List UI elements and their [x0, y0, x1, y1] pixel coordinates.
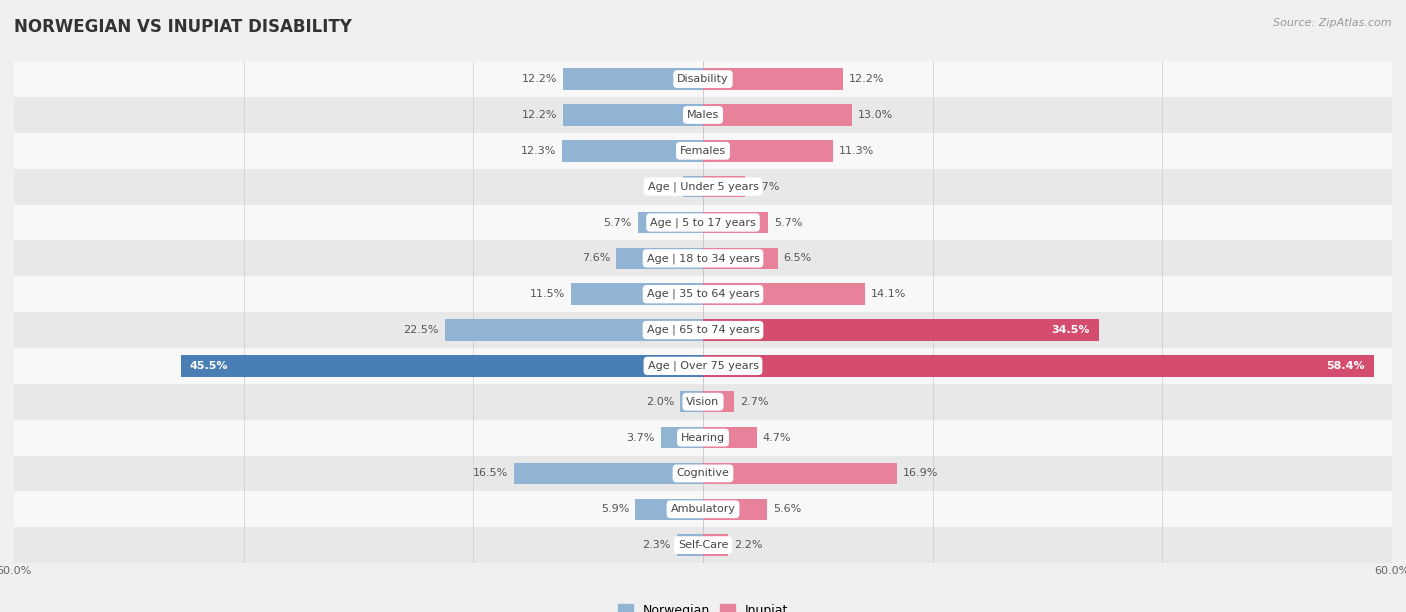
Text: NORWEGIAN VS INUPIAT DISABILITY: NORWEGIAN VS INUPIAT DISABILITY — [14, 18, 352, 36]
Bar — [14, 348, 1392, 384]
Text: 2.2%: 2.2% — [734, 540, 762, 550]
Text: 58.4%: 58.4% — [1326, 361, 1364, 371]
Bar — [703, 391, 734, 412]
Bar — [616, 248, 703, 269]
Bar — [14, 97, 1392, 133]
Bar — [703, 212, 769, 233]
Bar — [14, 61, 1392, 97]
Bar — [444, 319, 703, 341]
Bar — [703, 104, 852, 125]
Bar — [562, 140, 703, 162]
Bar — [14, 241, 1392, 276]
Bar — [703, 463, 897, 484]
Text: 11.5%: 11.5% — [530, 289, 565, 299]
Text: 7.6%: 7.6% — [582, 253, 610, 263]
Text: Age | 5 to 17 years: Age | 5 to 17 years — [650, 217, 756, 228]
Bar — [180, 355, 703, 376]
Bar — [661, 427, 703, 449]
Bar — [14, 420, 1392, 455]
Bar — [703, 283, 865, 305]
Text: 3.7%: 3.7% — [751, 182, 779, 192]
Text: 1.7%: 1.7% — [650, 182, 678, 192]
Text: Age | Over 75 years: Age | Over 75 years — [648, 360, 758, 371]
Bar — [703, 534, 728, 556]
Bar — [14, 133, 1392, 169]
Text: 14.1%: 14.1% — [870, 289, 905, 299]
Text: Age | Under 5 years: Age | Under 5 years — [648, 181, 758, 192]
Text: 6.5%: 6.5% — [783, 253, 811, 263]
Text: 12.2%: 12.2% — [522, 110, 557, 120]
Text: Hearing: Hearing — [681, 433, 725, 442]
Bar — [571, 283, 703, 305]
Text: Self-Care: Self-Care — [678, 540, 728, 550]
Bar — [703, 248, 778, 269]
Text: 5.7%: 5.7% — [603, 217, 631, 228]
Text: 2.0%: 2.0% — [645, 397, 675, 407]
Bar — [703, 176, 745, 198]
Text: Females: Females — [681, 146, 725, 156]
Text: 5.7%: 5.7% — [775, 217, 803, 228]
Text: 11.3%: 11.3% — [838, 146, 873, 156]
Text: 2.3%: 2.3% — [643, 540, 671, 550]
Bar — [676, 534, 703, 556]
Bar — [681, 391, 703, 412]
Text: 22.5%: 22.5% — [404, 325, 439, 335]
Text: 12.2%: 12.2% — [849, 74, 884, 84]
Text: 16.9%: 16.9% — [903, 468, 938, 479]
Bar — [14, 312, 1392, 348]
Text: 12.2%: 12.2% — [522, 74, 557, 84]
Bar — [703, 499, 768, 520]
Text: 4.7%: 4.7% — [762, 433, 792, 442]
Text: 3.7%: 3.7% — [627, 433, 655, 442]
Bar — [14, 384, 1392, 420]
Text: Disability: Disability — [678, 74, 728, 84]
Text: Source: ZipAtlas.com: Source: ZipAtlas.com — [1274, 18, 1392, 28]
Text: 12.3%: 12.3% — [520, 146, 555, 156]
Text: 45.5%: 45.5% — [190, 361, 228, 371]
Bar — [513, 463, 703, 484]
Bar — [703, 69, 844, 90]
Text: Vision: Vision — [686, 397, 720, 407]
Text: Cognitive: Cognitive — [676, 468, 730, 479]
Bar — [703, 140, 832, 162]
Bar — [562, 104, 703, 125]
Bar — [637, 212, 703, 233]
Bar — [562, 69, 703, 90]
Text: Ambulatory: Ambulatory — [671, 504, 735, 514]
Text: Age | 35 to 64 years: Age | 35 to 64 years — [647, 289, 759, 299]
Bar — [703, 427, 756, 449]
Text: 13.0%: 13.0% — [858, 110, 893, 120]
Bar — [703, 355, 1374, 376]
Text: 5.9%: 5.9% — [602, 504, 630, 514]
Text: 5.6%: 5.6% — [773, 504, 801, 514]
Text: 16.5%: 16.5% — [472, 468, 508, 479]
Bar — [14, 276, 1392, 312]
Text: Age | 65 to 74 years: Age | 65 to 74 years — [647, 325, 759, 335]
Text: Age | 18 to 34 years: Age | 18 to 34 years — [647, 253, 759, 264]
Bar — [14, 455, 1392, 491]
Bar — [703, 319, 1099, 341]
Text: 34.5%: 34.5% — [1052, 325, 1090, 335]
Bar — [683, 176, 703, 198]
Bar — [636, 499, 703, 520]
Bar — [14, 527, 1392, 563]
Text: 2.7%: 2.7% — [740, 397, 768, 407]
Bar — [14, 204, 1392, 241]
Legend: Norwegian, Inupiat: Norwegian, Inupiat — [613, 599, 793, 612]
Bar — [14, 169, 1392, 204]
Text: Males: Males — [688, 110, 718, 120]
Bar — [14, 491, 1392, 527]
